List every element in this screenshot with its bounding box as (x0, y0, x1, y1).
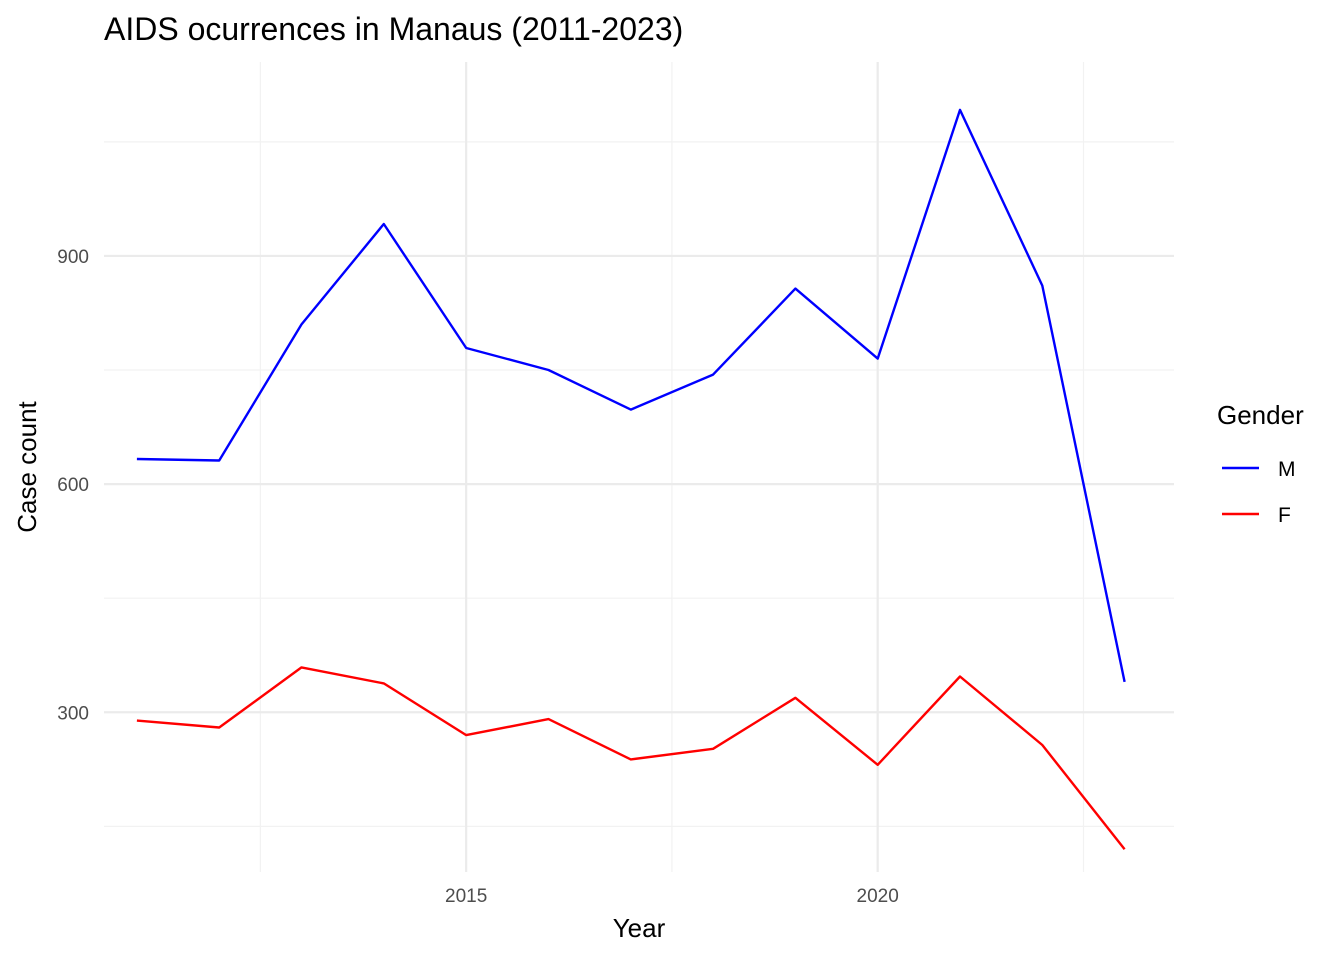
y-tick-label: 900 (57, 247, 89, 268)
legend-label-m: M (1278, 458, 1296, 481)
grid-minor-group (104, 62, 1174, 872)
legend: Gender MF (1217, 400, 1304, 527)
x-axis-title: Year (613, 913, 666, 943)
y-tick-label: 300 (57, 703, 89, 724)
y-axis-title: Case count (12, 400, 42, 532)
series-line-m (136, 108, 1126, 683)
series-line-f (136, 666, 1126, 850)
y-tick-label: 600 (57, 475, 89, 496)
series-group (136, 108, 1126, 850)
x-tick-label: 2015 (445, 886, 487, 907)
x-tick-label: 2020 (857, 886, 899, 907)
grid-major-group (104, 62, 1174, 872)
legend-title: Gender (1217, 400, 1304, 430)
tick-labels-group: 300 600 900 2015 2020 (57, 247, 899, 907)
legend-label-f: F (1278, 504, 1291, 527)
chart-title: AIDS ocurrences in Manaus (2011-2023) (104, 11, 683, 47)
